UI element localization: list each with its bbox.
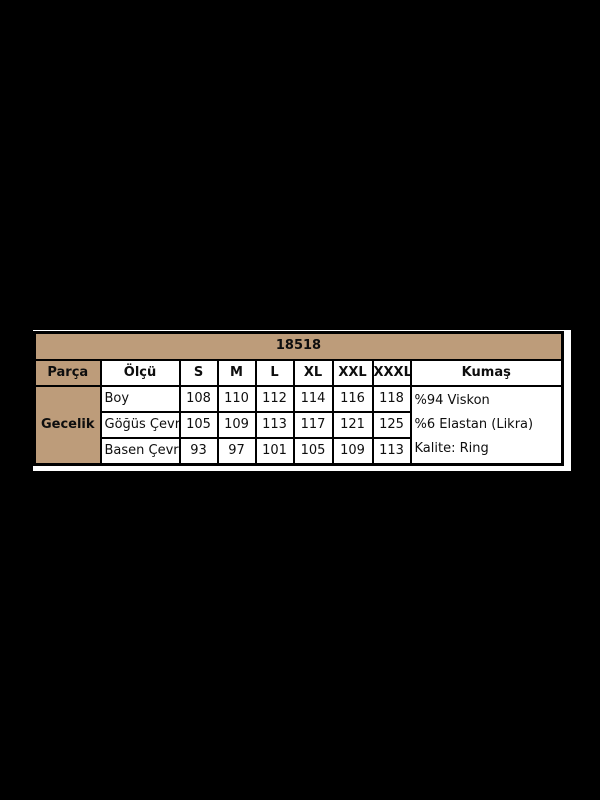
- fabric-line: %94 Viskon: [414, 392, 490, 408]
- value-cell: 113: [371, 437, 412, 466]
- header-row: Parça Ölçü S M L XL XXL XXXL Kumaş: [33, 359, 564, 387]
- header-size-s: S: [178, 359, 219, 387]
- header-size-xl: XL: [292, 359, 334, 387]
- value-cell: 109: [331, 437, 374, 466]
- size-chart-table: 18518 Parça Ölçü S M L XL XXL XXXL Kumaş…: [33, 331, 564, 466]
- header-size-l: L: [254, 359, 295, 387]
- value-cell: 105: [292, 437, 334, 466]
- value-cell: 110: [216, 385, 257, 413]
- product-code: 18518: [33, 331, 564, 361]
- value-cell: 93: [178, 437, 219, 466]
- header-size-m: M: [216, 359, 257, 387]
- value-cell: 101: [254, 437, 295, 466]
- value-cell: 121: [331, 411, 374, 439]
- title-row: 18518: [33, 331, 564, 361]
- row-gogus-cevresi: Göğüs Çevresi 105 109 113 117 121 125: [35, 411, 563, 439]
- measure-label: Boy: [99, 385, 181, 413]
- value-cell: 97: [216, 437, 257, 466]
- measure-label: Göğüs Çevresi: [99, 411, 181, 439]
- part-name: Gecelik: [33, 385, 102, 466]
- fabric-info-cell: %94 Viskon %6 Elastan (Likra) Kalite: Ri…: [409, 385, 564, 466]
- value-cell: 118: [371, 385, 412, 413]
- row-boy: Gecelik Boy 108 110 112 114 116 118 %94 …: [33, 385, 564, 466]
- value-cell: 114: [292, 385, 334, 413]
- header-parca: Parça: [33, 359, 102, 387]
- measure-label: Basen Çevresi: [99, 437, 181, 466]
- value-cell: 117: [292, 411, 334, 439]
- row-basen-cevresi: Basen Çevresi 93 97 101 105 109 113: [35, 437, 563, 466]
- value-cell: 112: [254, 385, 295, 413]
- value-cell: 125: [371, 411, 412, 439]
- fabric-line: %6 Elastan (Likra): [414, 416, 534, 432]
- header-size-xxxl: XXXL: [371, 359, 412, 387]
- value-cell: 108: [178, 385, 219, 413]
- header-olcu: Ölçü: [99, 359, 181, 387]
- header-size-xxl: XXL: [331, 359, 374, 387]
- header-kumas: Kumaş: [409, 359, 564, 387]
- value-cell: 109: [216, 411, 257, 439]
- value-cell: 116: [331, 385, 374, 413]
- value-cell: 105: [178, 411, 219, 439]
- size-chart-sheet: 18518 Parça Ölçü S M L XL XXL XXXL Kumaş…: [33, 330, 571, 471]
- value-cell: 113: [254, 411, 295, 439]
- fabric-line: Kalite: Ring: [414, 440, 489, 456]
